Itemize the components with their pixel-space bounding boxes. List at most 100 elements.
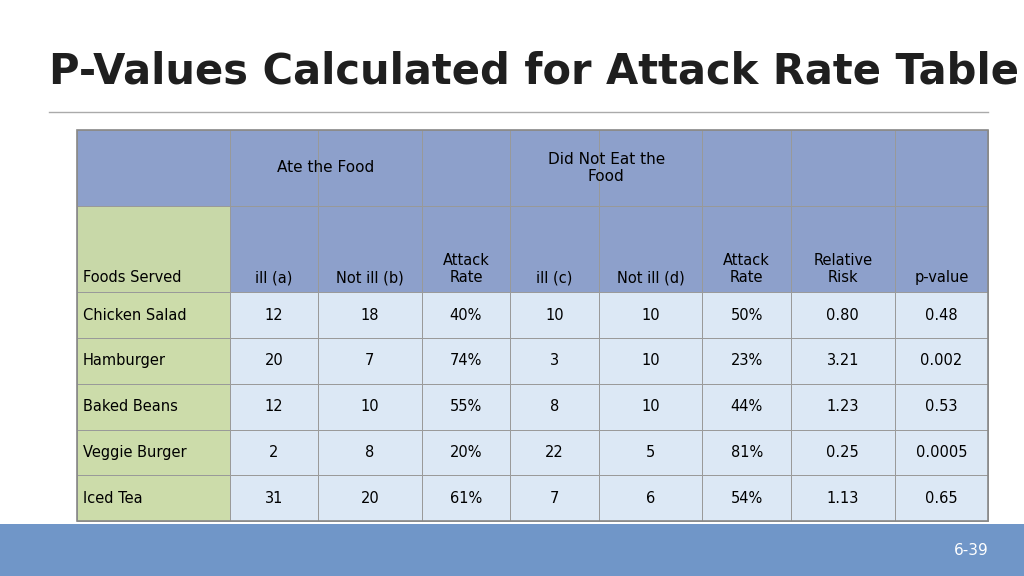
FancyBboxPatch shape [702, 206, 792, 292]
FancyBboxPatch shape [510, 206, 599, 292]
Text: 0.53: 0.53 [925, 399, 957, 414]
FancyBboxPatch shape [229, 130, 318, 206]
Text: 12: 12 [264, 399, 284, 414]
FancyBboxPatch shape [895, 475, 988, 521]
Text: Not ill (d): Not ill (d) [616, 270, 685, 285]
Text: 10: 10 [641, 354, 660, 369]
Text: 0.0005: 0.0005 [915, 445, 967, 460]
Text: 1.23: 1.23 [826, 399, 859, 414]
FancyBboxPatch shape [318, 206, 422, 292]
FancyBboxPatch shape [77, 206, 229, 292]
Text: 8: 8 [550, 399, 559, 414]
FancyBboxPatch shape [702, 430, 792, 475]
Text: 0.48: 0.48 [925, 308, 957, 323]
Text: 23%: 23% [731, 354, 763, 369]
FancyBboxPatch shape [77, 430, 229, 475]
FancyBboxPatch shape [895, 206, 988, 292]
FancyBboxPatch shape [792, 475, 895, 521]
Text: 6: 6 [646, 491, 655, 506]
FancyBboxPatch shape [792, 206, 895, 292]
FancyBboxPatch shape [318, 384, 422, 430]
FancyBboxPatch shape [229, 292, 318, 338]
FancyBboxPatch shape [77, 475, 229, 521]
Text: 7: 7 [550, 491, 559, 506]
FancyBboxPatch shape [792, 338, 895, 384]
Text: Veggie Burger: Veggie Burger [83, 445, 186, 460]
FancyBboxPatch shape [229, 338, 318, 384]
Text: 81%: 81% [731, 445, 763, 460]
Text: Did Not Eat the
Food: Did Not Eat the Food [548, 151, 665, 184]
FancyBboxPatch shape [422, 430, 510, 475]
Text: Attack
Rate: Attack Rate [723, 253, 770, 285]
FancyBboxPatch shape [77, 338, 229, 384]
Text: ill (c): ill (c) [537, 270, 572, 285]
Text: Baked Beans: Baked Beans [83, 399, 178, 414]
FancyBboxPatch shape [229, 430, 318, 475]
FancyBboxPatch shape [510, 384, 599, 430]
FancyBboxPatch shape [702, 338, 792, 384]
FancyBboxPatch shape [422, 338, 510, 384]
FancyBboxPatch shape [792, 130, 895, 206]
FancyBboxPatch shape [229, 206, 318, 292]
Text: 40%: 40% [450, 308, 482, 323]
FancyBboxPatch shape [792, 430, 895, 475]
FancyBboxPatch shape [229, 384, 318, 430]
Text: 54%: 54% [731, 491, 763, 506]
Text: 50%: 50% [730, 308, 763, 323]
Text: 74%: 74% [450, 354, 482, 369]
FancyBboxPatch shape [895, 430, 988, 475]
Text: 44%: 44% [731, 399, 763, 414]
FancyBboxPatch shape [318, 130, 422, 206]
FancyBboxPatch shape [77, 292, 229, 338]
FancyBboxPatch shape [422, 292, 510, 338]
FancyBboxPatch shape [318, 338, 422, 384]
Text: Hamburger: Hamburger [83, 354, 166, 369]
Text: 20%: 20% [450, 445, 482, 460]
Text: 7: 7 [366, 354, 375, 369]
FancyBboxPatch shape [318, 292, 422, 338]
FancyBboxPatch shape [792, 292, 895, 338]
FancyBboxPatch shape [77, 130, 229, 206]
Text: Foods Served: Foods Served [83, 270, 181, 285]
Text: 6-39: 6-39 [953, 543, 988, 558]
FancyBboxPatch shape [895, 384, 988, 430]
Text: 0.25: 0.25 [826, 445, 859, 460]
Text: Iced Tea: Iced Tea [83, 491, 142, 506]
Text: 3: 3 [550, 354, 559, 369]
Text: ill (a): ill (a) [255, 270, 293, 285]
FancyBboxPatch shape [599, 338, 702, 384]
Text: Attack
Rate: Attack Rate [442, 253, 489, 285]
FancyBboxPatch shape [599, 475, 702, 521]
Text: 3.21: 3.21 [826, 354, 859, 369]
Text: 55%: 55% [450, 399, 482, 414]
Text: Not ill (b): Not ill (b) [336, 270, 403, 285]
Text: 5: 5 [646, 445, 655, 460]
Text: 22: 22 [545, 445, 564, 460]
Text: Chicken Salad: Chicken Salad [83, 308, 186, 323]
Text: 0.65: 0.65 [925, 491, 957, 506]
FancyBboxPatch shape [599, 430, 702, 475]
FancyBboxPatch shape [510, 130, 599, 206]
FancyBboxPatch shape [702, 130, 792, 206]
Text: 2: 2 [269, 445, 279, 460]
FancyBboxPatch shape [895, 130, 988, 206]
FancyBboxPatch shape [422, 384, 510, 430]
Text: 10: 10 [360, 399, 379, 414]
FancyBboxPatch shape [895, 292, 988, 338]
FancyBboxPatch shape [422, 475, 510, 521]
FancyBboxPatch shape [510, 292, 599, 338]
FancyBboxPatch shape [599, 384, 702, 430]
FancyBboxPatch shape [0, 524, 1024, 576]
FancyBboxPatch shape [510, 430, 599, 475]
Text: 12: 12 [264, 308, 284, 323]
FancyBboxPatch shape [422, 206, 510, 292]
FancyBboxPatch shape [422, 130, 510, 206]
FancyBboxPatch shape [599, 292, 702, 338]
FancyBboxPatch shape [77, 384, 229, 430]
FancyBboxPatch shape [318, 475, 422, 521]
Text: 18: 18 [360, 308, 379, 323]
FancyBboxPatch shape [318, 430, 422, 475]
Text: Relative
Risk: Relative Risk [813, 253, 872, 285]
Text: Ate the Food: Ate the Food [276, 160, 374, 175]
Text: 1.13: 1.13 [826, 491, 859, 506]
